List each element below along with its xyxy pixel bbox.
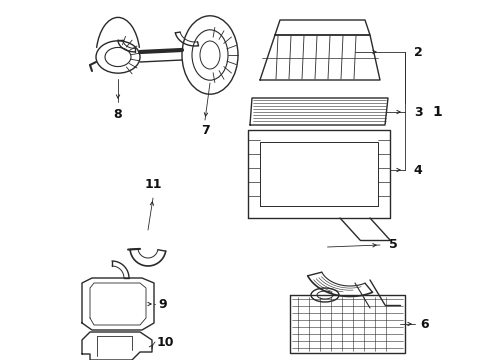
Text: 2: 2: [414, 45, 422, 58]
Text: 5: 5: [389, 239, 397, 252]
Text: 11: 11: [144, 179, 162, 192]
Text: 9: 9: [159, 297, 167, 310]
Text: 10: 10: [156, 336, 174, 348]
Text: 4: 4: [414, 163, 422, 176]
Text: 8: 8: [114, 108, 122, 121]
Text: 7: 7: [200, 125, 209, 138]
Text: 6: 6: [421, 318, 429, 330]
Text: 1: 1: [432, 105, 442, 119]
Text: 3: 3: [414, 105, 422, 118]
